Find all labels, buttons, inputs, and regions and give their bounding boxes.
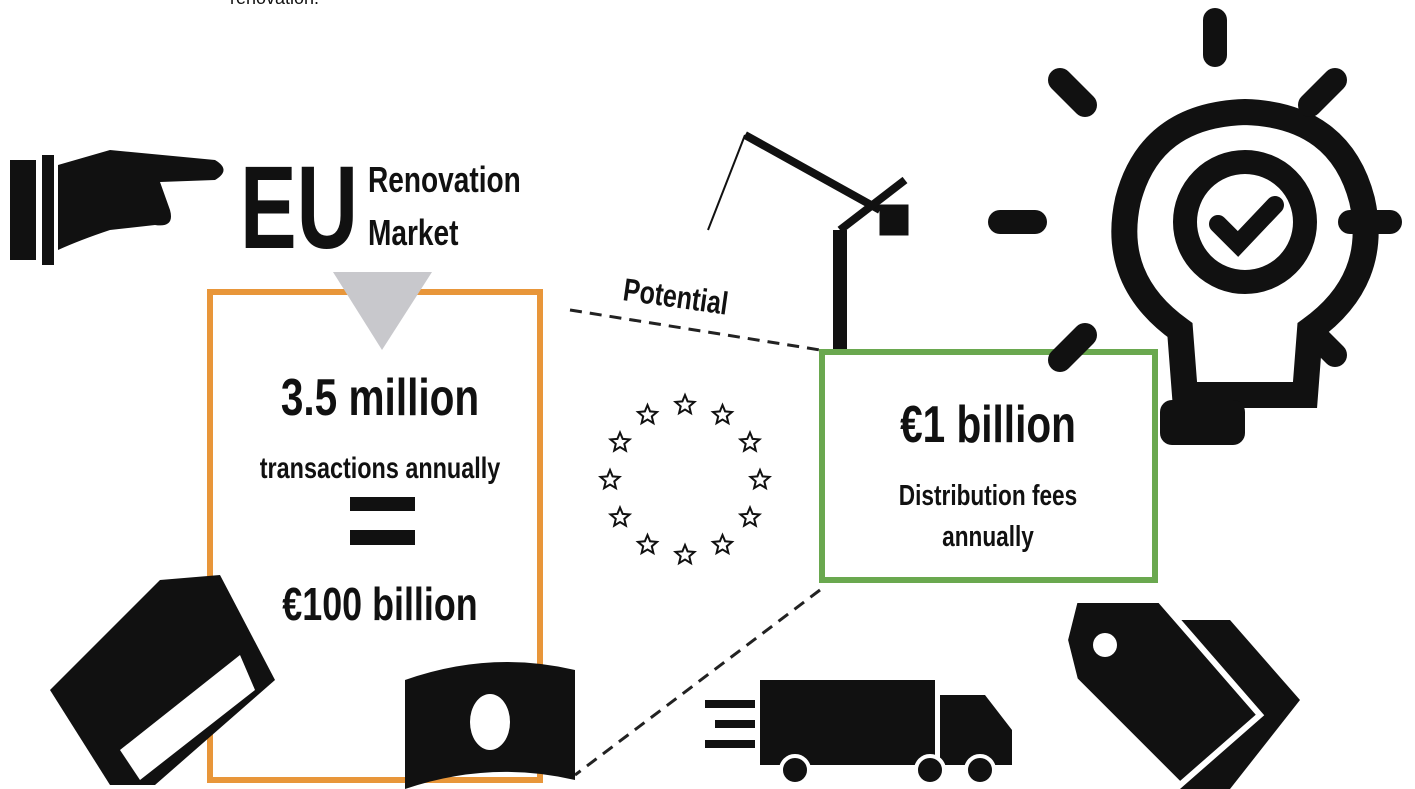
star [676,395,695,413]
box-icon [50,575,275,785]
star [676,545,695,563]
star [611,508,630,526]
right-label-1: Distribution fees [899,478,1077,511]
eu-stars [601,395,770,563]
hand-icon [10,150,224,265]
star [740,508,759,526]
infographic: renovation. EU Renovation Market 3.5 mil… [0,0,1415,789]
star [713,535,732,553]
star [601,470,620,488]
star [751,470,770,488]
heading-line1: Renovation [368,160,521,200]
star [638,405,657,423]
heading-line2: Market [368,213,459,253]
money-icon [405,662,575,789]
down-triangle [333,272,432,350]
crane-icon [708,135,908,350]
heading-big: EU [240,141,358,273]
right-value: €1 billion [900,395,1076,453]
equals-sign [350,497,415,545]
left-value: 3.5 million [281,368,479,426]
star [638,535,657,553]
left-label: transactions annually [260,451,500,484]
top-fragment: renovation. [230,0,319,8]
connector-label: Potential [621,272,730,322]
star [713,405,732,423]
right-label-2: annually [942,519,1034,552]
left-total: €100 billion [282,579,477,630]
star [611,433,630,451]
truck-icon [705,680,1012,784]
star [740,433,759,451]
tag-icon [1065,600,1300,789]
